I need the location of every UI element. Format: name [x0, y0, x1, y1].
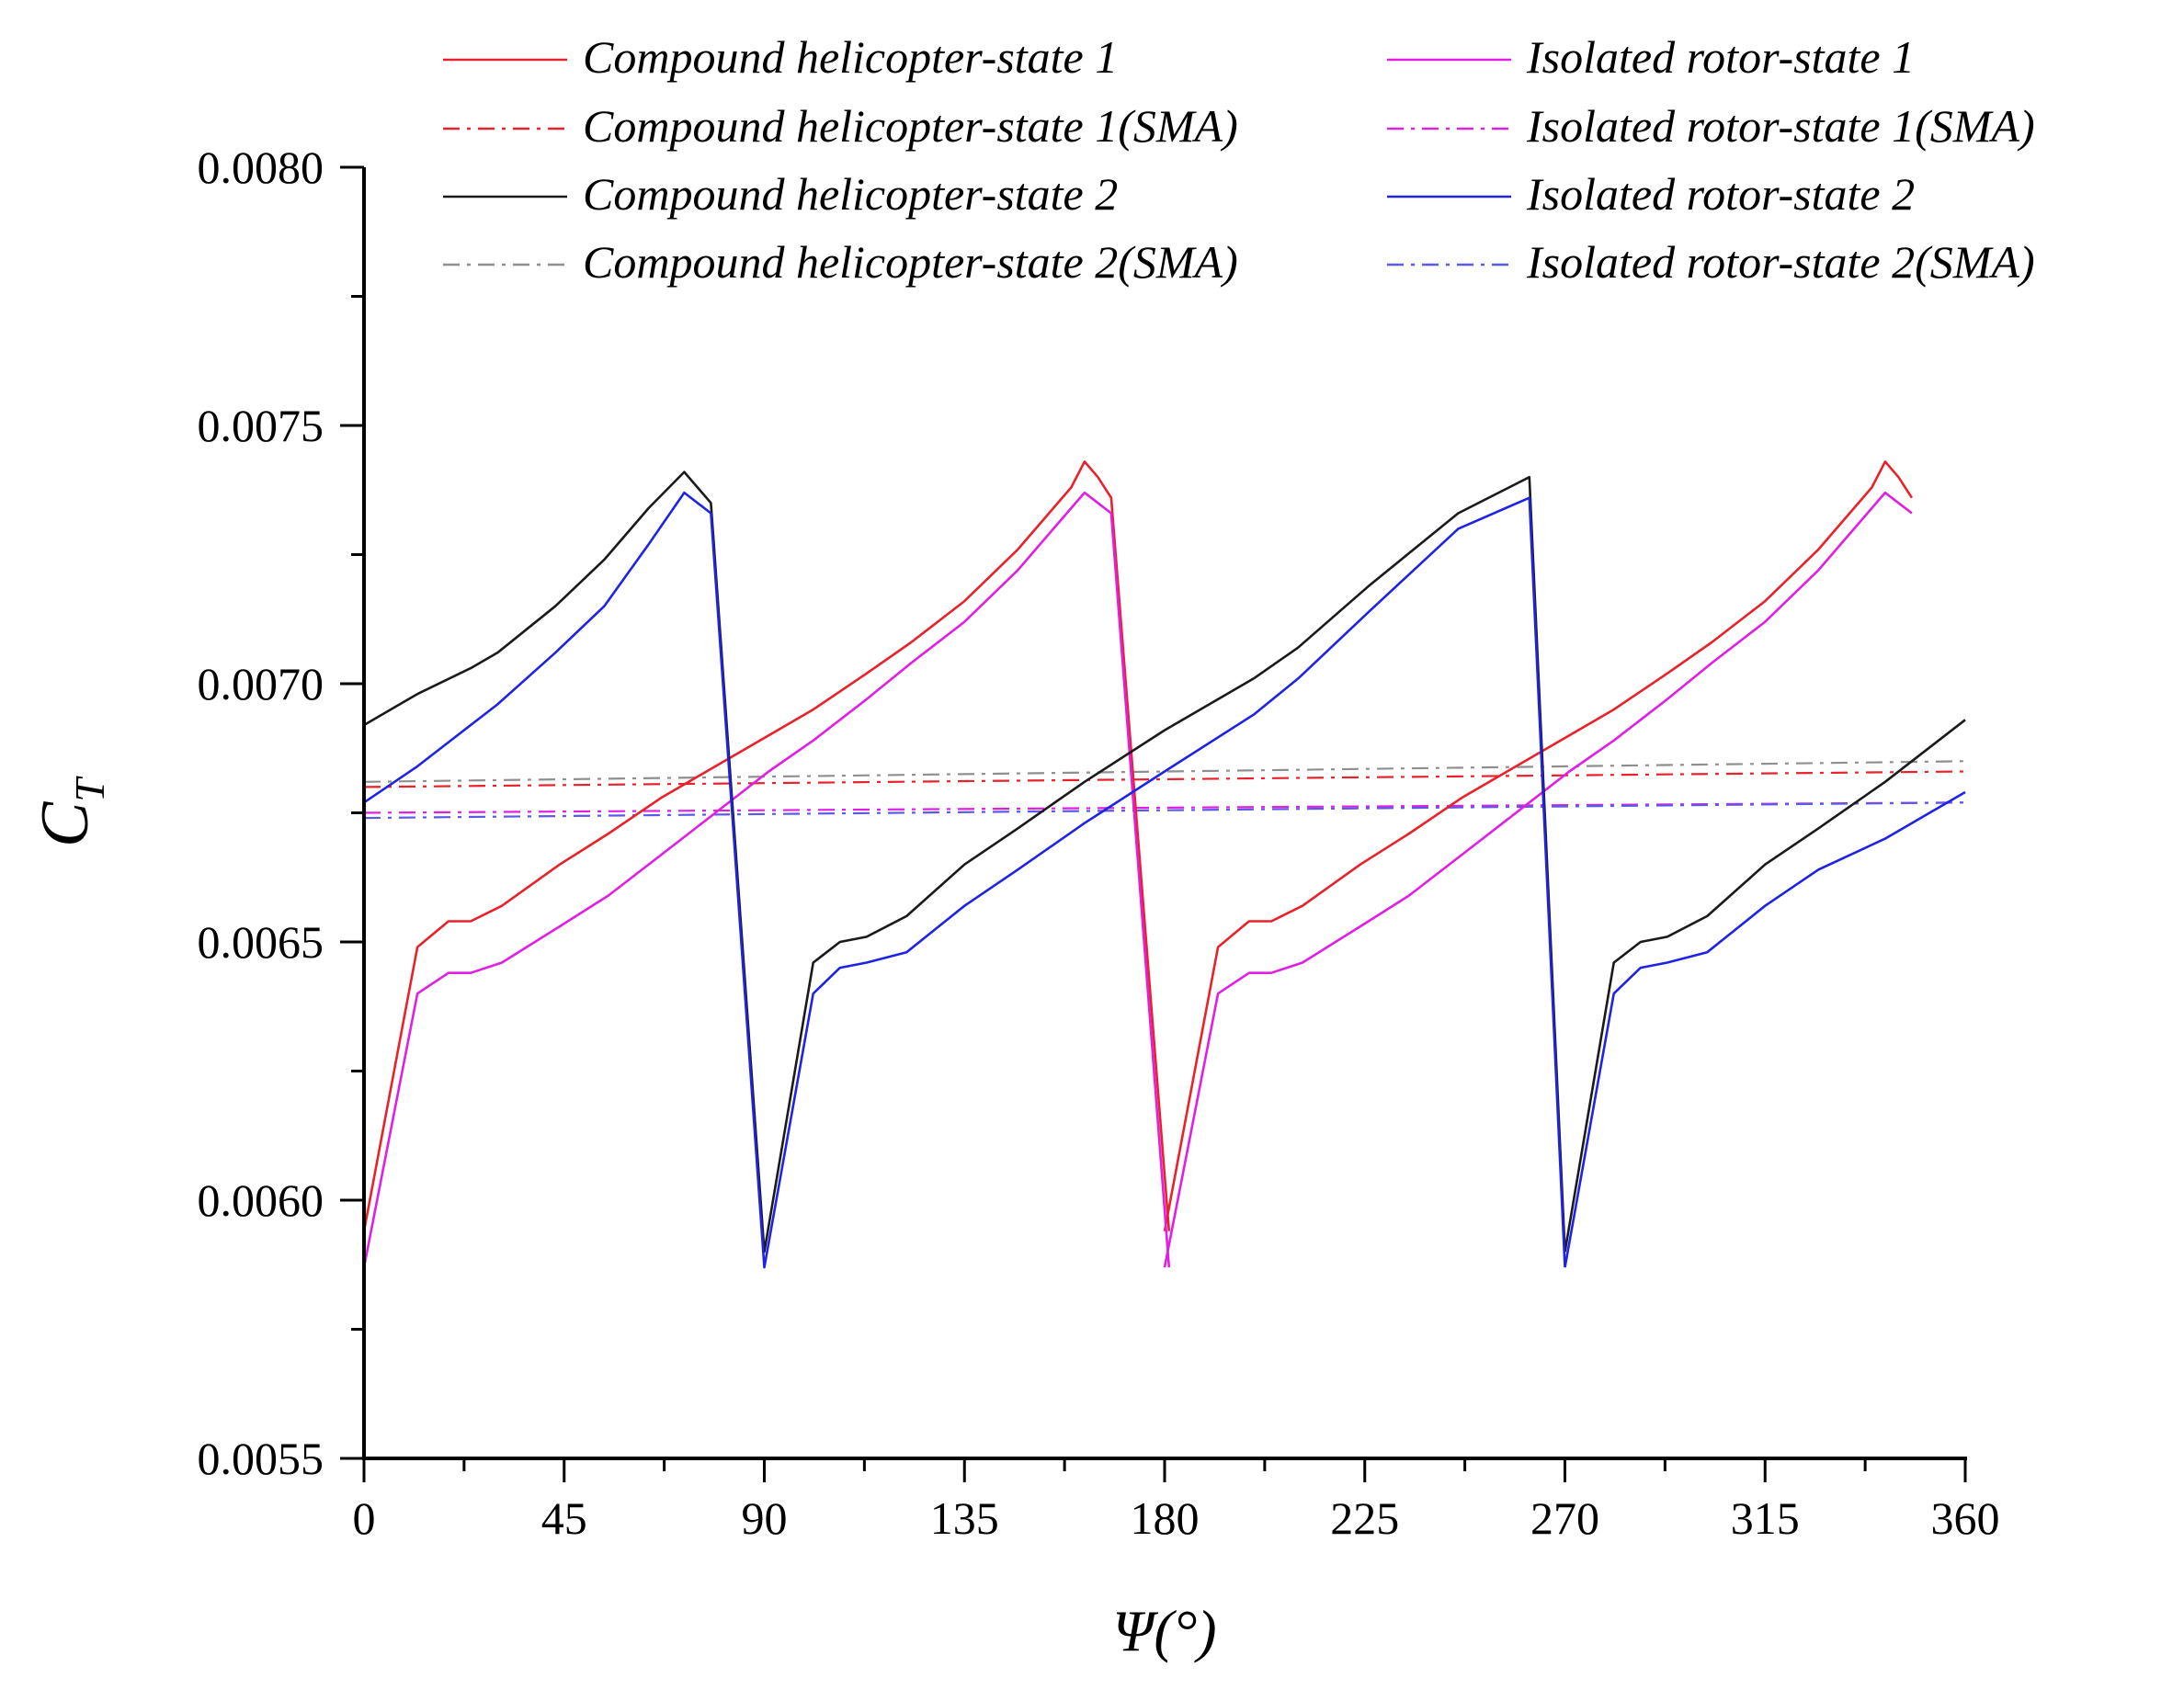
- series-compound-helicopter-state-1-sma: [363, 770, 1966, 788]
- legend: Compound helicopter-state 1 Isolated roto…: [443, 31, 2035, 288]
- y-ticks: 0.0055 0.0060 0.0065 0.0070 0.0075 0.0080: [198, 142, 364, 1484]
- y-tick-label: 0.0075: [198, 400, 324, 451]
- series-layer: [362, 459, 1966, 1269]
- series-isolated-rotor-state-1: [362, 491, 1913, 1268]
- series-line-isolated-rotor-state-2: [363, 491, 1566, 1269]
- legend-label: Isolated rotor-state 1(SMA): [1526, 100, 2035, 152]
- x-tick-label: 360: [1931, 1492, 2000, 1544]
- y-axis-title-subscript: T: [66, 776, 113, 802]
- legend-label: Isolated rotor-state 2: [1526, 168, 1915, 220]
- legend-item: Isolated rotor-state 1: [1387, 31, 1915, 83]
- legend-label: Compound helicopter-state 2: [583, 168, 1118, 220]
- x-ticks: 0 45 90 135 180 225 270 315 360: [353, 1458, 2000, 1544]
- series-compound-helicopter-state-1: [362, 459, 1913, 1231]
- series-line-compound-helicopter-state-1-sma: [363, 770, 1966, 788]
- legend-item: Isolated rotor-state 1(SMA): [1387, 100, 2035, 152]
- series-line-isolated-rotor-state-2: [1564, 790, 1966, 1268]
- series-line-compound-helicopter-state-2: [1564, 719, 1966, 1253]
- series-line-compound-helicopter-state-2-sma: [363, 760, 1966, 783]
- series-compound-helicopter-state-2: [363, 471, 1966, 1253]
- legend-item: Compound helicopter-state 1(SMA): [443, 100, 1238, 152]
- x-tick-label: 315: [1731, 1492, 1800, 1544]
- y-tick-label: 0.0060: [198, 1174, 324, 1226]
- legend-label: Compound helicopter-state 2(SMA): [583, 236, 1238, 288]
- legend-item: Compound helicopter-state 2(SMA): [443, 236, 1238, 288]
- legend-item: Compound helicopter-state 1: [443, 31, 1118, 83]
- legend-label: Isolated rotor-state 1: [1526, 31, 1915, 83]
- series-line-isolated-rotor-state-1: [362, 491, 1171, 1268]
- legend-item: Compound helicopter-state 2: [443, 168, 1118, 220]
- series-line-isolated-rotor-state-1-sma: [363, 801, 1966, 814]
- series-line-compound-helicopter-state-1: [362, 459, 1171, 1231]
- series-isolated-rotor-state-2: [363, 491, 1966, 1269]
- series-line-isolated-rotor-state-1: [1163, 491, 1913, 1268]
- x-axis-title: Ψ(°): [1112, 1598, 1216, 1663]
- legend-label: Isolated rotor-state 2(SMA): [1526, 236, 2035, 288]
- series-line-compound-helicopter-state-2: [363, 471, 1566, 1253]
- y-axis-title-main: C: [28, 800, 103, 847]
- x-tick-label: 0: [353, 1492, 376, 1544]
- legend-label: Compound helicopter-state 1: [583, 31, 1118, 83]
- x-tick-label: 180: [1131, 1492, 1200, 1544]
- series-compound-helicopter-state-2-sma: [363, 760, 1966, 783]
- series-line-isolated-rotor-state-2-sma: [363, 801, 1966, 820]
- y-tick-label: 0.0055: [198, 1433, 324, 1484]
- x-tick-label: 270: [1530, 1492, 1599, 1544]
- x-tick-label: 45: [541, 1492, 587, 1544]
- legend-label: Compound helicopter-state 1(SMA): [583, 100, 1238, 152]
- series-isolated-rotor-state-1-sma: [363, 801, 1966, 814]
- y-tick-label: 0.0070: [198, 658, 324, 709]
- series-isolated-rotor-state-2-sma: [363, 801, 1966, 820]
- x-tick-label: 135: [930, 1492, 999, 1544]
- legend-item: Isolated rotor-state 2(SMA): [1387, 236, 2035, 288]
- x-tick-label: 225: [1330, 1492, 1399, 1544]
- x-tick-label: 90: [742, 1492, 788, 1544]
- y-tick-label: 0.0080: [198, 142, 324, 193]
- series-line-compound-helicopter-state-1: [1163, 459, 1913, 1231]
- legend-item: Isolated rotor-state 2: [1387, 168, 1915, 220]
- y-axis-title: CT: [28, 776, 113, 847]
- y-tick-label: 0.0065: [198, 916, 324, 968]
